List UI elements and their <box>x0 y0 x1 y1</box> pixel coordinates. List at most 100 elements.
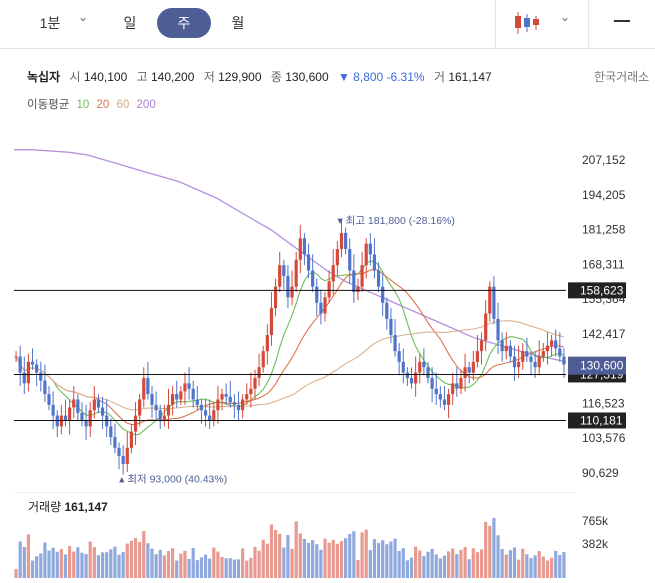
volume-bar <box>212 547 216 578</box>
volume-bar <box>335 543 339 578</box>
y-tick-label: 116,523 <box>582 396 625 410</box>
candle-body <box>220 394 224 400</box>
candle-body <box>117 447 121 456</box>
candle-body <box>257 367 261 378</box>
tab-1min[interactable]: 1분 <box>39 15 61 31</box>
volume-bar <box>63 554 68 578</box>
volume-tick-label: 765k <box>582 514 609 528</box>
candle-body <box>265 335 269 352</box>
candle-body <box>109 426 113 438</box>
volume-bar <box>286 535 290 578</box>
y-tick-label: 142,417 <box>582 327 626 341</box>
volume-bar <box>55 551 59 578</box>
volume-bar <box>306 542 311 578</box>
volume-bar <box>389 541 393 578</box>
tab-day[interactable]: 일 <box>123 15 137 31</box>
volume-bar <box>517 559 521 578</box>
candle-body <box>282 265 286 276</box>
candle-body <box>488 286 492 314</box>
candle-body <box>405 372 410 378</box>
candle-body <box>199 404 204 411</box>
candle-body <box>500 340 504 352</box>
candle-body <box>208 415 212 421</box>
volume-bar <box>451 548 455 578</box>
volume-bar <box>339 541 344 578</box>
candle-body <box>96 399 101 408</box>
volume-bar <box>30 560 35 578</box>
candle-body <box>183 383 187 392</box>
ma-200: 200 <box>136 99 156 111</box>
tab-month[interactable]: 월 <box>231 15 245 31</box>
volume-bar <box>84 554 88 578</box>
candle-body <box>418 361 422 373</box>
price-chart[interactable]: 207,152194,205181,258168,311155,364142,4… <box>0 130 655 490</box>
volume-bar <box>376 543 381 578</box>
candle-body <box>459 377 463 389</box>
volume-bar <box>113 546 117 578</box>
chevron-down-icon[interactable]: ⌄ <box>78 10 89 24</box>
volume-bar <box>220 557 224 578</box>
volume-bar <box>405 560 410 578</box>
chevron-down-icon[interactable]: ⌄ <box>560 10 571 24</box>
volume-bar <box>315 544 319 578</box>
candle-body <box>344 232 348 250</box>
volume-bar <box>261 539 265 578</box>
volume-bar <box>146 543 150 578</box>
ma-200-line <box>14 149 567 363</box>
candle-body <box>286 275 290 298</box>
y-tick-label: 207,152 <box>582 153 626 167</box>
volume-bar <box>203 554 208 578</box>
volume-bar <box>368 550 372 578</box>
candle-body <box>47 394 51 405</box>
volume-bar <box>232 559 236 578</box>
volume-bar <box>360 532 364 578</box>
low-annotation: ▴ 최저 93,000 (40.43%) <box>119 474 227 486</box>
volume-bar <box>257 550 261 578</box>
candle-body <box>356 286 360 293</box>
candle-body <box>525 351 529 357</box>
volume-bar <box>59 548 63 578</box>
candle-body <box>315 286 319 303</box>
volume-bar <box>109 549 113 578</box>
candle-body <box>467 367 471 373</box>
volume-chart[interactable]: 765k 382k <box>0 510 655 580</box>
volume-bar <box>352 531 356 578</box>
volume-bar <box>298 533 302 578</box>
volume-bar <box>488 525 492 578</box>
candle-body <box>175 394 179 400</box>
volume-bar <box>273 529 278 578</box>
volume-bar <box>434 554 438 578</box>
candle-body <box>558 348 562 357</box>
data-source: 한국거래소 <box>594 70 650 84</box>
candle-body <box>294 259 298 287</box>
candle-body <box>422 361 426 368</box>
candle-body <box>385 302 389 319</box>
candle-body <box>327 281 331 298</box>
candle-body <box>426 367 430 378</box>
candle-body <box>409 377 414 384</box>
candlestick-icon[interactable] <box>512 10 542 36</box>
candle-body <box>508 345 512 357</box>
candle-body <box>393 335 397 352</box>
candle-body <box>92 399 96 411</box>
volume-bar <box>479 549 484 578</box>
ma-legend-label: 이동평균 <box>27 99 70 111</box>
volume-bar <box>187 558 191 578</box>
volume-bar <box>442 555 447 578</box>
volume-bar <box>35 556 39 578</box>
hamburger-icon[interactable] <box>614 20 630 22</box>
volume-bar <box>269 524 274 578</box>
candle-body <box>121 455 125 464</box>
candle-body <box>434 388 438 395</box>
tab-week[interactable]: 주 <box>157 8 211 38</box>
candle-body <box>492 286 496 319</box>
ma-20: 20 <box>96 99 110 111</box>
volume-bar <box>142 530 146 578</box>
candle-body <box>224 394 228 397</box>
volume-bar <box>154 554 158 578</box>
candle-body <box>463 367 467 378</box>
volume-bar <box>438 558 442 578</box>
volume-bar <box>549 557 554 578</box>
high-annotation: ▾ 최고 181,800 (-28.16%) <box>337 215 454 227</box>
candle-body <box>438 394 442 400</box>
